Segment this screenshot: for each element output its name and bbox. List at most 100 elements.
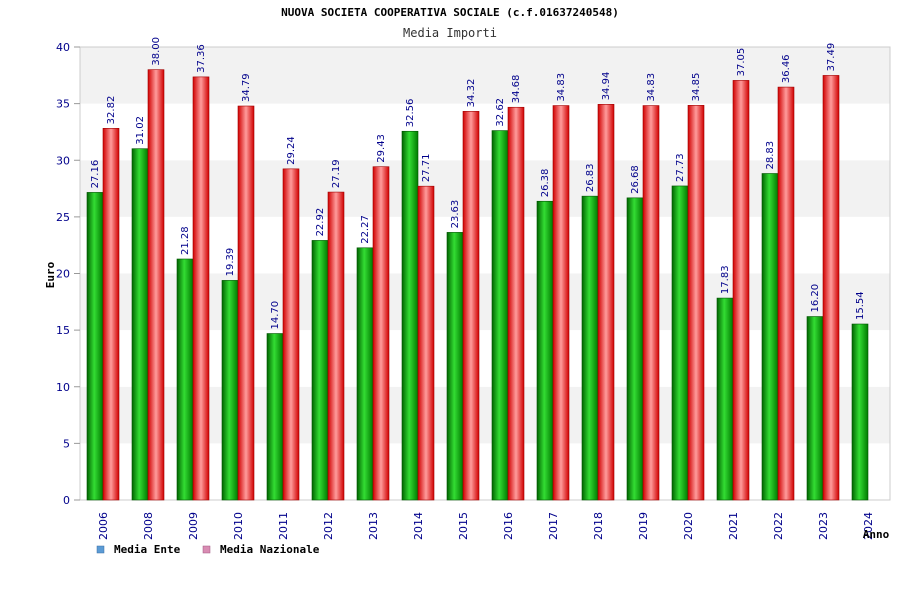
bar-media-nazionale [237,105,255,501]
x-tick-label: 2013 [367,512,380,540]
bar-value-label: 17.83 [720,265,731,294]
x-tick-label: 2015 [457,512,470,540]
bar-media-ente [536,200,554,501]
y-tick-label: 40 [56,41,70,54]
bar-media-ente [356,247,374,501]
bar-value-label: 32.56 [405,99,416,128]
bar-value-label: 34.83 [646,73,657,102]
bar-value-label: 27.71 [421,154,432,183]
bar-value-label: 14.70 [270,301,281,330]
bar-value-label: 26.38 [540,169,551,198]
bar-media-ente [491,130,509,501]
bar-media-nazionale [642,105,660,501]
bar-value-label: 37.49 [826,43,837,72]
bar-series [86,69,869,501]
bar-media-ente [626,197,644,501]
legend-swatch-media-nazionale [202,545,211,554]
bar-media-nazionale [327,191,345,501]
bar-value-label: 22.92 [315,208,326,237]
bar-value-label: 15.54 [855,291,866,320]
x-tick-label: 2009 [187,512,200,540]
bar-value-label: 34.68 [511,75,522,104]
bar-media-nazionale [732,80,750,501]
x-tick-label: 2021 [727,512,740,540]
x-tick-label: 2017 [547,512,560,540]
bar-value-label: 27.16 [90,160,101,189]
bar-value-label: 26.68 [630,165,641,194]
x-tick-label: 2010 [232,512,245,540]
grid-band [80,273,890,331]
bar-value-label: 27.19 [331,159,342,188]
bar-media-nazionale [507,106,525,501]
grid-bands [79,46,891,501]
bar-value-label: 19.39 [225,248,236,277]
bar-value-label: 36.46 [781,54,792,83]
bar-value-label: 34.85 [691,73,702,102]
bar-media-ente [221,280,239,501]
x-tick-label: 2018 [592,512,605,540]
bar-media-nazionale [147,69,165,501]
bar-media-nazionale [192,76,210,501]
bar-media-nazionale [552,105,570,501]
bar-media-nazionale [687,105,705,501]
y-tick-label: 25 [56,211,70,224]
bar-value-label: 34.83 [556,73,567,102]
bar-value-label: 34.79 [241,73,252,102]
bar-media-nazionale [597,104,615,501]
bar-value-label: 29.24 [286,136,297,165]
y-tick-label: 0 [63,494,70,507]
bar-value-label: 37.36 [196,44,207,73]
bar-media-ente [311,240,329,501]
bar-value-label: 32.62 [495,98,506,127]
y-tick-label: 30 [56,154,70,167]
y-tick-label: 35 [56,98,70,111]
x-tick-label: 2012 [322,512,335,540]
bar-media-nazionale [372,166,390,501]
x-tick-label: 2014 [412,512,425,540]
bar-media-nazionale [282,168,300,501]
bar-media-ente [806,316,824,501]
legend-label-media-ente: Media Ente [114,543,181,556]
chart-title: NUOVA SOCIETA COOPERATIVA SOCIALE (c.f.0… [281,6,619,19]
bar-value-label: 29.43 [376,134,387,163]
x-tick-label: 2006 [97,512,110,540]
bar-value-label: 22.27 [360,215,371,244]
grid-band [80,443,890,500]
y-axis-ticks: 0 5 10 15 20 25 30 35 40 [56,41,80,507]
data-labels: 27.16 32.82 31.02 38.00 21.28 37.36 19.39 34.79… [90,37,866,330]
x-tick-label: 2023 [817,512,830,540]
y-tick-label: 5 [63,437,70,450]
bar-value-label: 37.05 [736,48,747,77]
bar-media-ente [581,195,599,501]
bar-value-label: 16.20 [810,284,821,313]
bar-media-ente [851,323,869,501]
bar-media-ente [131,148,149,501]
legend-swatch-media-ente [96,545,105,554]
y-tick-label: 10 [56,381,70,394]
x-tick-label: 2008 [142,512,155,540]
grid-band [80,330,890,387]
x-tick-label: 2020 [682,512,695,540]
bar-media-nazionale [417,185,435,501]
bar-media-nazionale [462,111,480,501]
bar-value-label: 34.32 [466,79,477,108]
x-tick-label: 2024 [862,512,875,540]
bar-value-label: 26.83 [585,164,596,193]
bar-value-label: 21.28 [180,226,191,255]
bar-value-label: 38.00 [151,37,162,66]
bar-media-ente [86,192,104,501]
bar-value-label: 28.83 [765,141,776,170]
grid-band [80,386,890,444]
legend-label-media-nazionale: Media Nazionale [220,543,320,556]
y-tick-label: 20 [56,268,70,281]
grid-band [80,103,890,161]
bar-media-nazionale [777,86,795,501]
bar-media-ente [401,130,419,501]
x-axis-ticks: 2006 2008 2009 2010 2011 2012 2013 2014 2015 2016… [97,512,875,540]
bar-media-ente [671,185,689,501]
x-tick-label: 2016 [502,512,515,540]
bar-media-ente [176,258,194,501]
x-tick-label: 2019 [637,512,650,540]
bar-value-label: 34.94 [601,72,612,101]
bar-value-label: 32.82 [106,96,117,125]
